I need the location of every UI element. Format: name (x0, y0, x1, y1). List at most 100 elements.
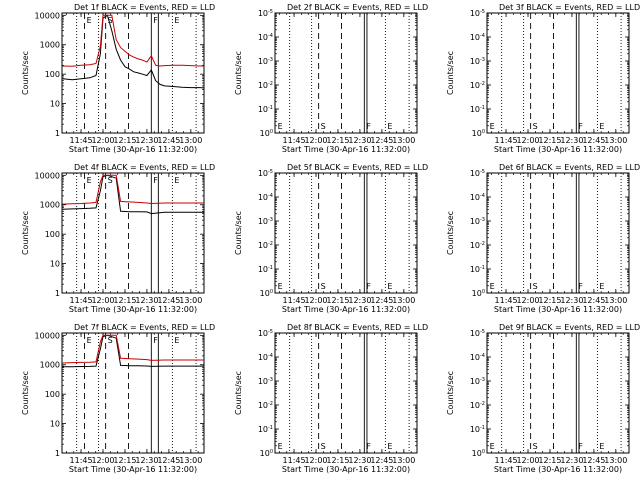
y-tick-label: 10-5 (470, 329, 485, 338)
x-tick-label: 12:45 (370, 296, 393, 305)
x-tick-label: 12:30 (560, 456, 583, 465)
y-tick-label: 10 (50, 420, 60, 429)
x-tick-label: 12:30 (135, 296, 158, 305)
x-tick-label: 11:45 (283, 136, 306, 145)
y-tick-label: 100 (472, 289, 485, 298)
x-tick-label: 12:30 (135, 456, 158, 465)
y-axis-title: Counts/sec (234, 211, 243, 255)
y-tick-label: 10 (50, 100, 60, 109)
x-tick-label: 12:15 (326, 296, 349, 305)
y-tick-label: 1 (55, 289, 60, 298)
x-tick-label: 12:30 (560, 296, 583, 305)
y-tick-label: 10-4 (258, 193, 273, 202)
y-tick-label: 1 (55, 129, 60, 138)
x-tick-label: 12:45 (582, 456, 605, 465)
panel-det-6: Det 6f BLACK = Events, RED = LLD 100 10-1 1… (446, 163, 640, 314)
plot-frame (61, 12, 205, 134)
marker-label: E (599, 122, 604, 131)
panel-title: Det 5f BLACK = Events, RED = LLD (287, 163, 428, 172)
series-lld-line (62, 334, 204, 364)
x-tick-label: 13:00 (604, 456, 627, 465)
x-axis-title: Start Time (30-Apr-16 11:32:00) (69, 145, 197, 154)
x-tick-label: 13:00 (604, 136, 627, 145)
x-tick-label: 12:15 (326, 136, 349, 145)
y-tick-label: 10-1 (470, 265, 485, 274)
marker-label: E (490, 282, 495, 291)
plot-frame (486, 12, 630, 134)
marker-label: F (578, 122, 583, 131)
x-tick-label: 11:45 (495, 296, 518, 305)
marker-label: S (321, 122, 326, 131)
x-tick-label: 12:45 (157, 456, 180, 465)
x-tick-label: 13:00 (179, 136, 202, 145)
x-axis-title: Start Time (30-Apr-16 11:32:00) (69, 465, 197, 474)
marker-label: S (321, 282, 326, 291)
plot-frame (61, 172, 205, 294)
y-axis-title: Counts/sec (446, 371, 455, 415)
panel-det-9: Det 9f BLACK = Events, RED = LLD 100 10-1 1… (446, 323, 640, 474)
marker-label: E (174, 336, 179, 345)
y-tick-label: 10-5 (258, 329, 273, 338)
y-axis-title: Counts/sec (21, 371, 30, 415)
panel-title: Det 4f BLACK = Events, RED = LLD (74, 163, 215, 172)
x-tick-label: 12:00 (516, 136, 539, 145)
y-tick-label: 1000 (40, 41, 60, 50)
x-tick-label: 11:45 (283, 456, 306, 465)
x-tick-label: 12:45 (157, 136, 180, 145)
y-axis-title: Counts/sec (446, 51, 455, 95)
panel-det-7: Det 7f BLACK = Events, RED = LLD 1 10 100 10… (21, 323, 215, 474)
panel-title: Det 3f BLACK = Events, RED = LLD (499, 3, 640, 12)
panel-title: Det 1f BLACK = Events, RED = LLD (74, 3, 215, 12)
y-tick-label: 10-5 (258, 9, 273, 18)
x-tick-label: 12:45 (157, 296, 180, 305)
marker-label: E (87, 336, 92, 345)
y-tick-label: 10-1 (258, 425, 273, 434)
x-tick-label: 12:15 (113, 136, 136, 145)
x-axis-title: Start Time (30-Apr-16 11:32:00) (282, 145, 410, 154)
y-tick-label: 10000 (35, 171, 60, 180)
x-tick-label: 12:15 (538, 456, 561, 465)
y-tick-label: 10-3 (470, 217, 485, 226)
marker-label: F (578, 282, 583, 291)
y-tick-label: 10-3 (470, 377, 485, 386)
x-tick-label: 12:45 (370, 136, 393, 145)
y-tick-label: 10-2 (470, 401, 485, 410)
panel-title: Det 6f BLACK = Events, RED = LLD (499, 163, 640, 172)
y-tick-label: 10000 (35, 331, 60, 340)
x-tick-label: 12:00 (516, 296, 539, 305)
y-axis-title: Counts/sec (234, 51, 243, 95)
y-axis-title: Counts/sec (21, 51, 30, 95)
y-tick-label: 10-3 (258, 217, 273, 226)
x-tick-label: 12:15 (538, 296, 561, 305)
x-tick-label: 12:00 (304, 456, 327, 465)
y-tick-label: 10-1 (470, 425, 485, 434)
marker-label: E (278, 282, 283, 291)
plot-frame (274, 172, 418, 294)
panel-det-5: Det 5f BLACK = Events, RED = LLD 100 10-1 1… (234, 163, 428, 314)
y-tick-label: 10-4 (470, 33, 485, 42)
x-tick-label: 12:00 (304, 296, 327, 305)
y-tick-label: 10-2 (470, 81, 485, 90)
x-tick-label: 13:00 (179, 296, 202, 305)
y-tick-label: 10-2 (258, 81, 273, 90)
x-tick-label: 12:45 (582, 296, 605, 305)
x-tick-label: 13:00 (604, 296, 627, 305)
x-tick-label: 12:15 (538, 136, 561, 145)
x-axis-title: Start Time (30-Apr-16 11:32:00) (494, 305, 622, 314)
y-tick-label: 100 (260, 449, 273, 458)
y-tick-label: 10-2 (258, 241, 273, 250)
marker-label: F (366, 442, 371, 451)
marker-label: E (599, 282, 604, 291)
marker-label: E (87, 176, 92, 185)
marker-label: S (533, 122, 538, 131)
y-tick-label: 100 (45, 70, 60, 79)
plot-frame (61, 332, 205, 454)
x-axis-title: Start Time (30-Apr-16 11:32:00) (69, 305, 197, 314)
x-tick-label: 12:15 (326, 456, 349, 465)
panel-det-4: Det 4f BLACK = Events, RED = LLD 1 10 100 10… (21, 163, 215, 314)
plot-frame (486, 332, 630, 454)
marker-label: S (108, 336, 113, 345)
y-tick-label: 100 (472, 129, 485, 138)
y-tick-label: 10-5 (258, 169, 273, 178)
y-tick-label: 10-4 (470, 193, 485, 202)
